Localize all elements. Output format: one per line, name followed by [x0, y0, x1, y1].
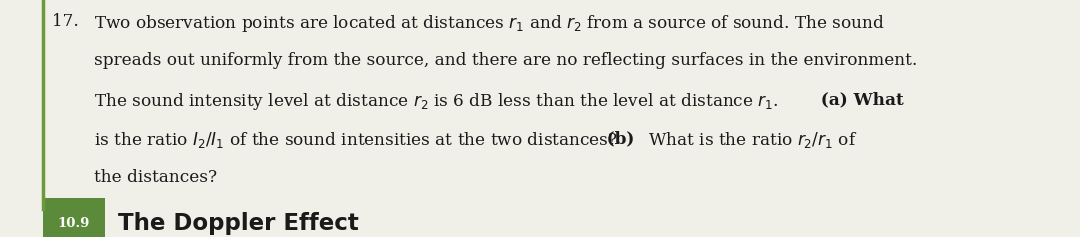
FancyBboxPatch shape — [43, 198, 105, 237]
Text: (b): (b) — [589, 130, 634, 147]
Text: The Doppler Effect: The Doppler Effect — [118, 212, 359, 236]
Text: the distances?: the distances? — [94, 169, 217, 187]
Text: (a) What: (a) What — [809, 91, 904, 108]
Text: 10.9: 10.9 — [58, 218, 90, 230]
Text: Two observation points are located at distances $r_1$ and $r_2$ from a source of: Two observation points are located at di… — [94, 13, 885, 34]
Text: 17.: 17. — [52, 13, 79, 30]
Text: is the ratio $I_2/I_1$ of the sound intensities at the two distances?: is the ratio $I_2/I_1$ of the sound inte… — [94, 130, 618, 150]
Text: spreads out uniformly from the source, and there are no reflecting surfaces in t: spreads out uniformly from the source, a… — [94, 52, 917, 69]
Text: What is the ratio $r_2/r_1$ of: What is the ratio $r_2/r_1$ of — [643, 130, 856, 150]
Text: The sound intensity level at distance $r_2$ is 6 dB less than the level at dista: The sound intensity level at distance $r… — [94, 91, 779, 112]
